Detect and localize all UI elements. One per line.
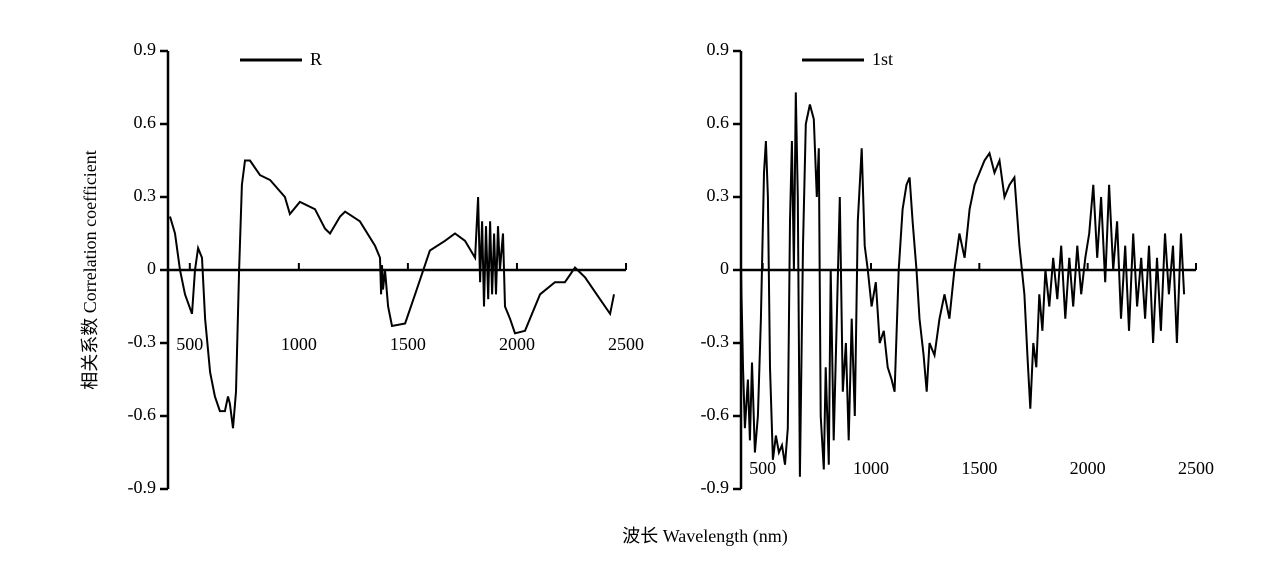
x-tick-label: 2000 <box>1070 458 1106 478</box>
x-tick-label: 1000 <box>281 334 317 354</box>
y-tick-label: -0.6 <box>701 404 730 424</box>
y-tick-label: -0.6 <box>128 404 157 424</box>
legend-label: R <box>310 49 322 69</box>
data-line <box>740 92 1186 477</box>
legend-label: 1st <box>872 49 893 69</box>
x-tick-label: 2500 <box>1178 458 1214 478</box>
y-tick-label: -0.3 <box>128 331 157 351</box>
y-tick-label: 0.6 <box>707 112 730 132</box>
y-tick-label: 0.9 <box>707 39 730 59</box>
y-tick-label: 0.3 <box>707 185 730 205</box>
y-tick-label: 0.9 <box>134 39 157 59</box>
x-tick-label: 500 <box>176 334 203 354</box>
x-tick-label: 500 <box>749 458 776 478</box>
y-axis-label: 相关系数 Correlation coefficient <box>80 150 100 390</box>
x-tick-label: 2500 <box>608 334 644 354</box>
x-tick-label: 1500 <box>390 334 426 354</box>
y-tick-label: -0.9 <box>128 477 157 497</box>
data-line <box>169 159 615 429</box>
y-tick-label: -0.9 <box>701 477 730 497</box>
y-tick-label: -0.3 <box>701 331 730 351</box>
x-tick-label: 1000 <box>853 458 889 478</box>
x-tick-label: 1500 <box>961 458 997 478</box>
x-tick-label: 2000 <box>499 334 535 354</box>
y-tick-label: 0.6 <box>134 112 157 132</box>
x-axis-label: 波长 Wavelength (nm) <box>622 526 788 547</box>
y-tick-label: 0.3 <box>134 185 157 205</box>
y-tick-label: 0 <box>720 258 729 278</box>
y-tick-label: 0 <box>147 258 156 278</box>
